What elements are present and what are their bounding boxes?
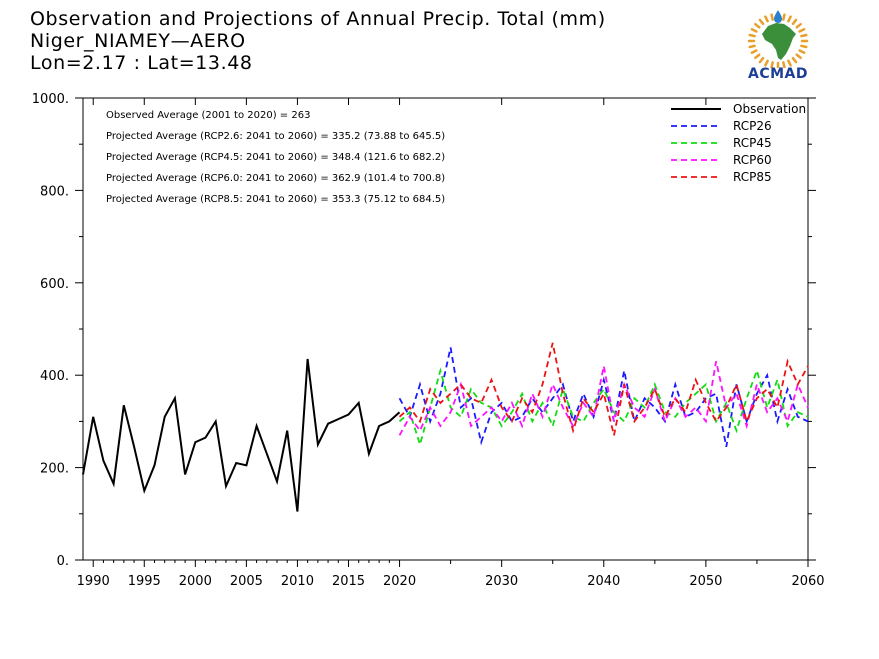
annotations: Observed Average (2001 to 2020) = 263 Pro… bbox=[106, 110, 445, 205]
legend-label-observation: Observation bbox=[733, 102, 806, 116]
x-tick-label: 2050 bbox=[689, 574, 722, 589]
axes: 1990 1995 2000 2005 2010 2015 2020 2030 2040 2050… bbox=[32, 92, 825, 589]
y-tick-label: 1000. bbox=[32, 92, 69, 107]
series-line-observation bbox=[82, 358, 401, 512]
x-tick-label: 2015 bbox=[332, 574, 365, 589]
x-tick-label: 1990 bbox=[77, 574, 110, 589]
annotation-text: Projected Average (RCP4.5: 2041 to 2060)… bbox=[106, 152, 445, 163]
y-tick-label: 600. bbox=[40, 277, 69, 292]
annotation-text: Projected Average (RCP2.6: 2041 to 2060)… bbox=[106, 131, 445, 142]
annotation-text: Projected Average (RCP8.5: 2041 to 2060)… bbox=[106, 194, 445, 205]
annotation-text: Observed Average (2001 to 2020) = 263 bbox=[106, 110, 310, 121]
x-tick-label: 2060 bbox=[791, 574, 824, 589]
legend-label-rcp26: RCP26 bbox=[733, 119, 772, 133]
series-layer bbox=[82, 342, 809, 512]
logo-text: ACMAD bbox=[748, 66, 808, 82]
x-tick-label: 2040 bbox=[587, 574, 620, 589]
annotation-text: Projected Average (RCP6.0: 2041 to 2060)… bbox=[106, 173, 445, 184]
series-line-rcp26 bbox=[398, 347, 809, 447]
legend: Observation RCP26 RCP45 RCP60 RCP85 bbox=[671, 102, 806, 184]
series-line-rcp60 bbox=[398, 361, 809, 436]
station-name: Niger_NIAMEY—AERO bbox=[30, 30, 246, 52]
y-tick-label: 200. bbox=[40, 462, 69, 477]
x-tick-label: 2010 bbox=[281, 574, 314, 589]
y-tick-label: 0. bbox=[57, 554, 69, 569]
legend-label-rcp45: RCP45 bbox=[733, 136, 772, 150]
legend-label-rcp60: RCP60 bbox=[733, 153, 772, 167]
station-coordinates: Lon=2.17 : Lat=13.48 bbox=[30, 52, 253, 74]
africa-logo-icon bbox=[747, 10, 809, 70]
y-tick-label: 800. bbox=[40, 184, 69, 199]
y-tick-label: 400. bbox=[40, 369, 69, 384]
acmad-logo: ACMAD bbox=[738, 8, 818, 84]
legend-label-rcp85: RCP85 bbox=[733, 170, 772, 184]
chart-title: Observation and Projections of Annual Pr… bbox=[30, 8, 606, 30]
plot-frame bbox=[82, 97, 809, 561]
x-tick-label: 2005 bbox=[230, 574, 263, 589]
x-tick-label: 2030 bbox=[485, 574, 518, 589]
x-tick-label: 2000 bbox=[179, 574, 212, 589]
title-block: Observation and Projections of Annual Pr… bbox=[30, 8, 606, 74]
series-line-rcp85 bbox=[398, 342, 809, 436]
x-tick-label: 2020 bbox=[383, 574, 416, 589]
x-tick-label: 1995 bbox=[128, 574, 161, 589]
